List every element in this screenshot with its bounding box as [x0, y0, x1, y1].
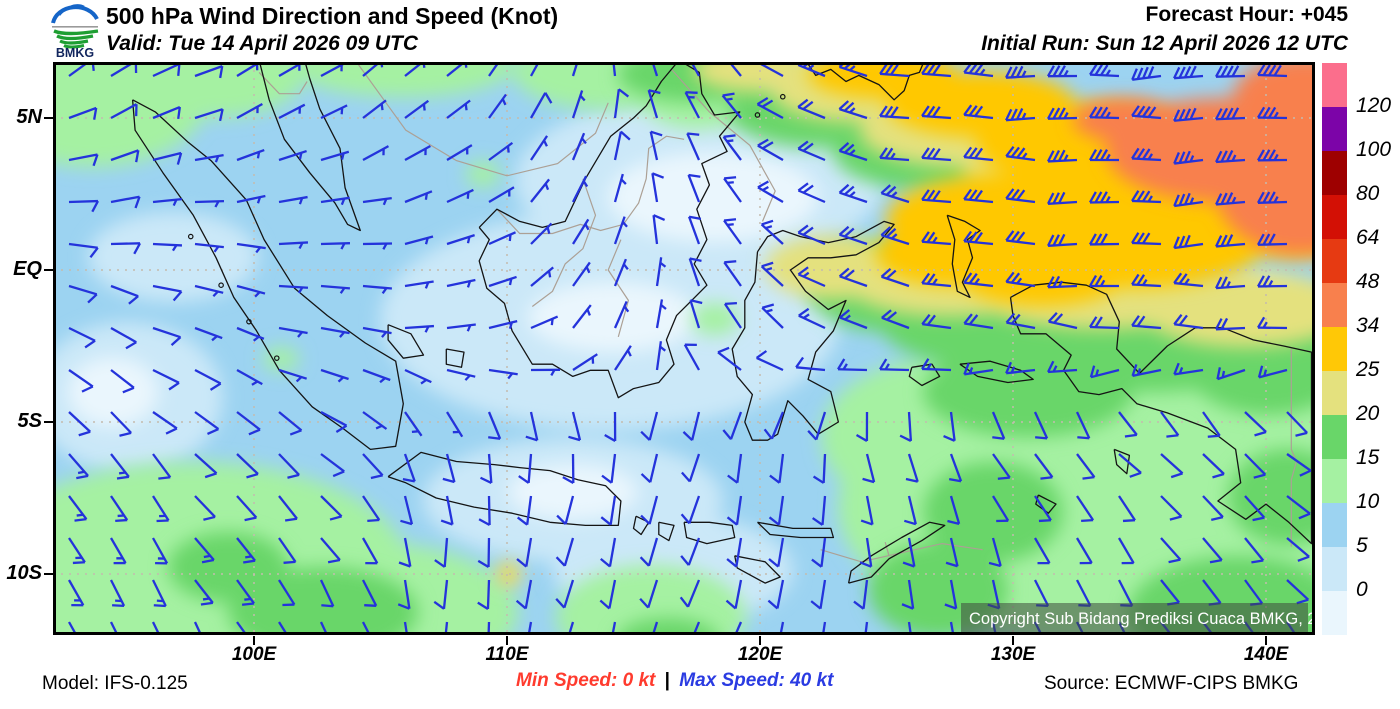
colorbar-label: 20 [1356, 402, 1380, 425]
coastlines [131, 62, 1313, 584]
colorbar-cell [1322, 63, 1347, 107]
x-axis-tick [253, 636, 255, 645]
wind-barbs [67, 62, 1312, 635]
colorbar-cell [1322, 503, 1347, 547]
colorbar-cell [1322, 591, 1347, 635]
min-max-separator: | [664, 670, 670, 691]
y-axis-tick [44, 421, 53, 423]
y-axis-tick [44, 573, 53, 575]
source-label: Source: ECMWF-CIPS BMKG [1044, 673, 1299, 694]
colorbar-label: 64 [1356, 226, 1380, 249]
bmkg-logo-text: BMKG [56, 46, 94, 59]
colorbar-cell [1322, 327, 1347, 371]
x-axis-label: 130E [990, 644, 1036, 665]
x-axis-tick [759, 636, 761, 645]
y-axis-label: EQ [13, 258, 42, 280]
page-title: 500 hPa Wind Direction and Speed (Knot) [106, 3, 559, 29]
colorbar-cell [1322, 371, 1347, 415]
min-max-speed: Min Speed: 0 kt | Max Speed: 40 kt [516, 670, 833, 692]
y-axis-label: 5N [16, 106, 42, 128]
x-axis-label: 110E [485, 644, 529, 665]
colorbar-label: 15 [1356, 446, 1380, 469]
colorbar-label: 120 [1356, 94, 1392, 117]
colorbar-label: 0 [1356, 578, 1368, 601]
colorbar-cell [1322, 239, 1347, 283]
colorbar-label: 100 [1356, 138, 1392, 161]
x-axis-label: 100E [231, 644, 277, 665]
colorbar-cell [1322, 195, 1347, 239]
model-label: Model: IFS-0.125 [42, 673, 188, 694]
x-axis-tick [1012, 636, 1014, 645]
colorbar-label: 80 [1356, 182, 1380, 205]
colorbar-label: 25 [1356, 358, 1380, 381]
colorbar-label: 5 [1356, 534, 1368, 557]
colorbar [1322, 63, 1347, 635]
map-frame [53, 62, 1315, 635]
x-axis-tick [506, 636, 508, 645]
colorbar-cell [1322, 459, 1347, 503]
copyright-strip [961, 603, 1308, 633]
x-axis-tick [1265, 636, 1267, 645]
wind-map-canvas: Copyright Sub Bidang Prediksi Cuaca BMKG… [53, 62, 1315, 635]
colorbar-label: 10 [1356, 490, 1380, 513]
x-axis-label: 120E [737, 644, 783, 665]
valid-time: Valid: Tue 14 April 2026 09 UTC [106, 32, 419, 55]
colorbar-cell [1322, 151, 1347, 195]
y-axis-tick [44, 117, 53, 119]
y-axis-label: 10S [6, 562, 42, 584]
forecast-hour: Forecast Hour: +045 [1145, 3, 1349, 26]
colorbar-cell [1322, 107, 1347, 151]
colorbar-label: 48 [1356, 270, 1380, 293]
colorbar-label: 34 [1356, 314, 1380, 337]
x-axis-label: 140E [1243, 644, 1289, 665]
colorbar-cell [1322, 283, 1347, 327]
y-axis-tick [44, 269, 53, 271]
max-speed-label: Max Speed: 40 kt [679, 670, 834, 691]
colorbar-cell [1322, 415, 1347, 459]
bmkg-logo-icon: BMKG [51, 4, 99, 59]
initial-run: Initial Run: Sun 12 April 2026 12 UTC [981, 32, 1348, 55]
min-speed-label: Min Speed: 0 kt [516, 670, 656, 691]
y-axis-label: 5S [17, 410, 42, 432]
colorbar-cell [1322, 547, 1347, 591]
copyright-text: Copyright Sub Bidang Prediksi Cuaca BMKG… [969, 610, 1315, 628]
